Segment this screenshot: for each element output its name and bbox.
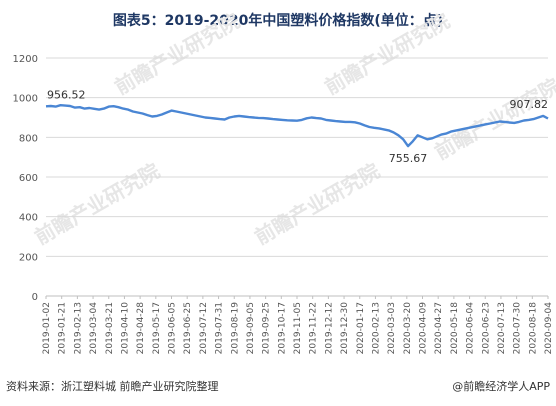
- y-tick-label: 600: [19, 173, 38, 184]
- x-tick-label: 2020-06-04: [466, 302, 476, 355]
- x-tick-label: 2019-02-13: [73, 302, 83, 354]
- x-tick-label: 2020-07-13: [497, 302, 507, 354]
- y-tick-label: 1200: [13, 54, 38, 65]
- series-line: [45, 104, 549, 148]
- x-tick-label: 2020-06-23: [481, 302, 491, 354]
- x-tick-label: 2019-05-17: [152, 302, 162, 354]
- x-tick-label: 2019-09-05: [246, 302, 256, 354]
- source-text: 资料来源：浙江塑料城 前瞻产业研究院整理: [6, 380, 219, 393]
- x-tick-label: 2019-12-30: [340, 302, 350, 355]
- y-tick-label: 400: [19, 213, 38, 224]
- x-tick-label: 2019-12-12: [324, 302, 334, 354]
- x-tick-label: 2019-08-19: [230, 302, 240, 355]
- x-tick-label: 2020-03-03: [387, 302, 397, 354]
- y-tick-label: 1000: [13, 94, 38, 105]
- data-label: 956.52: [47, 88, 86, 101]
- x-tick-label: 2019-04-10: [120, 302, 130, 355]
- x-tick-label: 2019-01-02: [42, 302, 52, 354]
- x-tick-label: 2020-07-30: [513, 302, 523, 355]
- watermark-text: 前瞻产业研究院: [321, 9, 454, 100]
- x-tick-label: 2019-03-21: [105, 302, 115, 354]
- y-tick-label: 200: [19, 252, 38, 263]
- x-tick-label: 2019-06-05: [168, 302, 178, 354]
- y-axis: 0 200 400 600 800 1000 1200: [13, 54, 38, 303]
- x-tick-label: 2019-09-25: [262, 302, 272, 354]
- x-tick-label: 2020-04-27: [434, 302, 444, 354]
- x-tick-label: 2019-10-17: [277, 302, 287, 354]
- y-tick-label: 800: [19, 133, 38, 144]
- x-tick-label: 2020-01-17: [356, 302, 366, 354]
- x-tick-label: 2019-07-12: [199, 302, 209, 354]
- x-tick-label: 2019-06-25: [183, 302, 193, 354]
- data-label: 755.67: [389, 152, 428, 165]
- footer: 资料来源：浙江塑料城 前瞻产业研究院整理 @前瞻经济学人APP: [6, 378, 550, 398]
- x-tick-label: 2019-01-21: [58, 302, 68, 354]
- x-tick-label: 2020-03-20: [403, 302, 413, 355]
- x-tick-label: 2019-03-04: [89, 302, 99, 355]
- x-tick-label: 2020-05-18: [450, 302, 460, 355]
- x-tick-label: 2019-04-28: [136, 302, 146, 355]
- x-tick-label: 2019-11-22: [309, 302, 319, 354]
- x-tick-label: 2020-02-13: [371, 302, 381, 354]
- y-tick-label: 0: [32, 292, 38, 303]
- data-labels: 956.52 755.67 907.82: [47, 88, 548, 165]
- x-tick-label: 2020-09-04: [544, 302, 554, 355]
- x-tick-label: 2020-04-09: [419, 302, 429, 355]
- watermark-text: 前瞻产业研究院: [251, 159, 384, 250]
- watermark-text: 前瞻产业研究院: [111, 9, 244, 100]
- brand-text: @前瞻经济学人APP: [452, 380, 550, 393]
- data-label: 907.82: [510, 98, 549, 111]
- x-axis: 2019-01-02 2019-01-21 2019-02-13 2019-03-04…: [42, 295, 554, 355]
- x-tick-label: 2019-07-31: [215, 302, 225, 354]
- chart-title: 图表5：2019-2020年中国塑料价格指数(单位：点): [112, 13, 444, 29]
- watermark-text: 前瞻产业研究院: [31, 159, 164, 250]
- x-tick-label: 2020-08-18: [528, 302, 538, 355]
- x-tick-label: 2019-11-05: [293, 302, 303, 354]
- series-layer: [45, 104, 549, 148]
